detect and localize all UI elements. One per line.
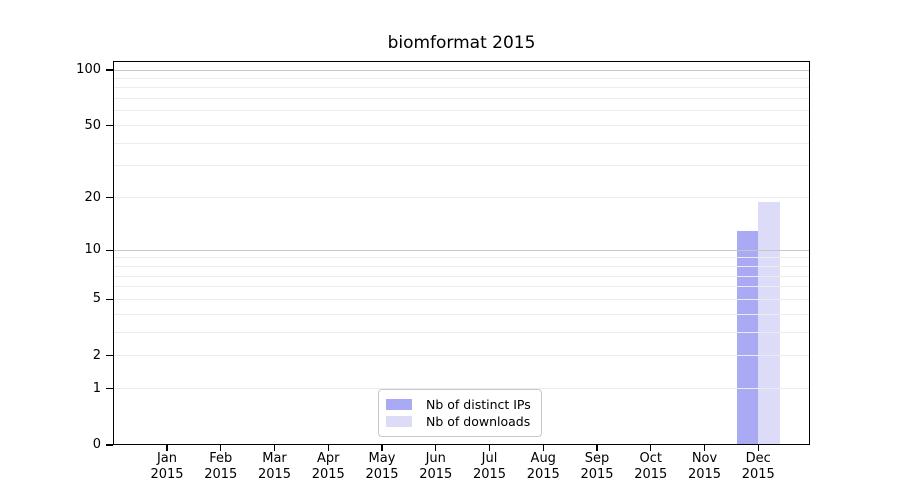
x-tick-mark [273, 445, 276, 451]
gridline-minor [113, 87, 810, 89]
legend-swatch-distinct-ips [386, 399, 412, 410]
y-tick-mark [106, 196, 113, 199]
x-tick-month: Dec [745, 451, 771, 466]
x-tick-month: Oct [639, 451, 662, 466]
x-tick-month: Apr [317, 451, 340, 466]
gridline-minor [113, 125, 810, 127]
x-tick-label: Jun 2015 [406, 451, 466, 483]
bar-downloads [758, 201, 780, 445]
y-tick-label: 1 [92, 380, 101, 396]
bar-distinct-ips [736, 230, 759, 445]
gridline-minor [113, 331, 810, 333]
x-tick-label: May 2015 [352, 451, 412, 483]
gridline-minor [113, 77, 810, 79]
x-tick-year: 2015 [365, 467, 399, 482]
x-tick-year: 2015 [419, 467, 453, 482]
gridline-minor [113, 355, 810, 357]
x-tick-label: Aug 2015 [513, 451, 573, 483]
x-tick-month: Aug [530, 451, 556, 466]
x-tick-month: Jul [481, 451, 498, 466]
y-tick-mark [106, 124, 113, 127]
x-tick-mark [542, 445, 544, 451]
y-tick-label: 10 [84, 242, 101, 258]
y-tick-mark [106, 69, 113, 71]
x-tick-month: Jan [156, 451, 178, 466]
x-tick-mark [327, 445, 329, 451]
x-tick-mark [381, 445, 383, 451]
gridline-major [113, 249, 810, 251]
x-tick-label: Apr 2015 [298, 451, 358, 483]
x-tick-year: 2015 [741, 467, 775, 482]
y-tick-label: 20 [84, 189, 101, 205]
x-tick-year: 2015 [472, 467, 507, 482]
y-tick-mark [106, 355, 113, 357]
y-tick-label: 100 [76, 62, 101, 77]
legend: Nb of distinct IPs Nb of downloads [378, 389, 542, 437]
x-tick-year: 2015 [687, 467, 722, 482]
x-tick-mark [488, 445, 491, 451]
x-tick-month: Jun [425, 451, 446, 466]
x-tick-month: Sep [584, 451, 610, 466]
gridline-minor [113, 388, 810, 390]
x-tick-year: 2015 [580, 467, 614, 482]
gridline-minor [113, 197, 810, 199]
x-tick-mark [650, 445, 652, 451]
y-tick-mark [106, 444, 113, 446]
legend-entry: Nb of downloads [379, 413, 541, 430]
x-tick-year: 2015 [634, 467, 668, 482]
gridline-minor [113, 165, 810, 167]
x-tick-mark [220, 445, 222, 451]
gridline-minor [113, 142, 810, 144]
gridline-minor [113, 257, 810, 259]
y-tick-label: 2 [92, 347, 101, 363]
x-tick-year: 2015 [311, 467, 345, 482]
x-tick-label: Dec 2015 [728, 451, 788, 483]
y-tick-label: 50 [84, 117, 101, 133]
y-tick-mark [106, 388, 113, 390]
legend-label: Nb of distinct IPs [426, 397, 531, 412]
chart-title: biomformat 2015 [387, 33, 536, 53]
gridline-minor [113, 265, 810, 267]
gridline-minor [113, 298, 810, 300]
legend-swatch-downloads [386, 416, 412, 427]
gridline-minor [113, 98, 810, 100]
y-tick-mark [106, 249, 113, 251]
x-tick-label: Sep 2015 [567, 451, 627, 483]
x-tick-year: 2015 [204, 467, 238, 482]
legend-entry: Nb of distinct IPs [379, 396, 541, 413]
x-tick-month: May [368, 451, 396, 466]
gridline-minor [113, 275, 810, 277]
y-tick-label: 5 [92, 291, 101, 307]
x-tick-label: Jan 2015 [137, 451, 197, 483]
x-tick-label: Mar 2015 [245, 451, 305, 483]
x-tick-label: Feb 2015 [191, 451, 251, 483]
x-tick-year: 2015 [526, 467, 560, 482]
plot-area [113, 61, 810, 445]
y-tick-mark [106, 298, 113, 301]
x-tick-mark [757, 445, 759, 451]
x-tick-mark [596, 445, 598, 451]
x-tick-month: Feb [209, 451, 233, 466]
y-tick-label: 0 [92, 437, 101, 452]
x-tick-label: Jul 2015 [460, 451, 520, 483]
x-tick-year: 2015 [257, 467, 292, 482]
x-tick-year: 2015 [150, 467, 184, 482]
gridline-major [113, 69, 810, 71]
x-tick-mark [703, 445, 706, 451]
x-tick-month: Nov [691, 451, 718, 466]
legend-label: Nb of downloads [426, 414, 531, 429]
x-tick-label: Oct 2015 [621, 451, 681, 483]
x-tick-mark [435, 445, 437, 451]
x-tick-label: Nov 2015 [675, 451, 735, 483]
x-tick-mark [166, 445, 168, 451]
gridline-minor [113, 286, 810, 288]
gridline-minor [113, 110, 810, 112]
gridline-minor [113, 313, 810, 315]
x-tick-month: Mar [262, 451, 287, 466]
